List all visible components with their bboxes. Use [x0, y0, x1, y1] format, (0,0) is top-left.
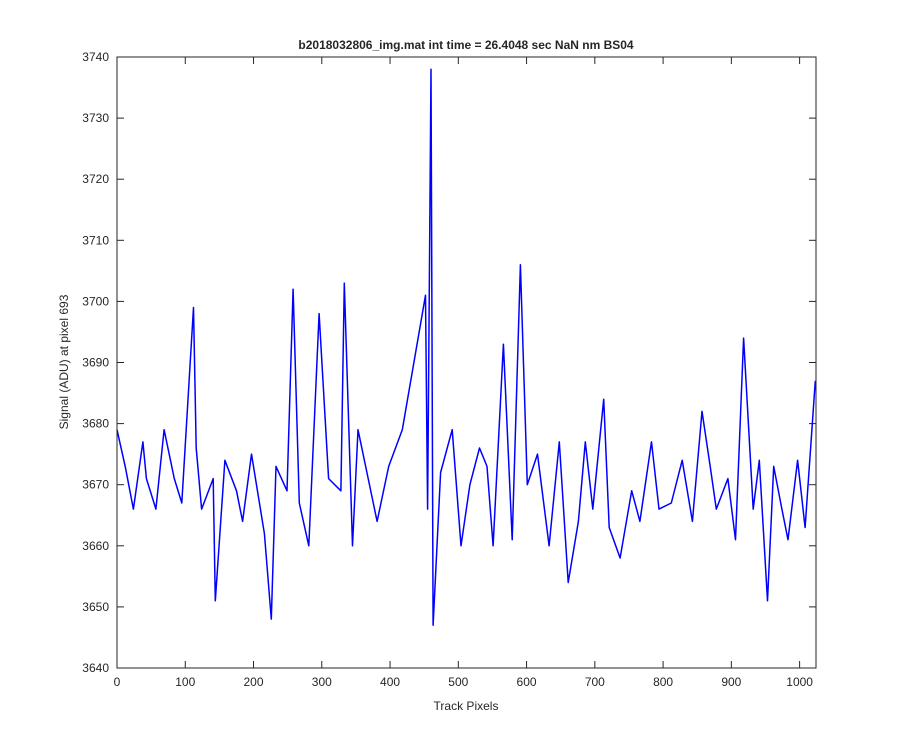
x-tick-label: 0: [114, 675, 121, 689]
x-tick-label: 400: [380, 675, 400, 689]
y-tick-label: 3660: [82, 539, 109, 553]
x-tick-label: 200: [244, 675, 264, 689]
y-axis-label: Signal (ADU) at pixel 693: [57, 294, 71, 429]
y-tick-label: 3650: [82, 600, 109, 614]
plot-area: [117, 57, 816, 668]
axes-box: [116, 56, 817, 669]
y-tick-label: 3740: [82, 50, 109, 64]
y-tick-label: 3730: [82, 111, 109, 125]
y-tick-label: 3670: [82, 478, 109, 492]
y-tick-label: 3720: [82, 172, 109, 186]
x-tick-label: 1000: [786, 675, 813, 689]
x-tick-label: 500: [448, 675, 468, 689]
y-tick-label: 3640: [82, 661, 109, 675]
x-tick-label: 100: [175, 675, 195, 689]
tick-labels: 0 100 200 300 400 500 600 700 800 900 1000 3640 3650…: [82, 50, 813, 689]
x-tick-label: 900: [721, 675, 741, 689]
y-tick-label: 3710: [82, 233, 109, 247]
x-tick-label: 800: [653, 675, 673, 689]
y-tick-label: 3680: [82, 417, 109, 431]
y-tick-label: 3690: [82, 356, 109, 370]
x-tick-label: 700: [585, 675, 605, 689]
series-group: [116, 68, 817, 626]
series-line: [116, 68, 817, 626]
x-tick-label: 600: [517, 675, 537, 689]
x-axis-label: Track Pixels: [434, 699, 499, 713]
chart-title: b2018032806_img.mat int time = 26.4048 s…: [298, 38, 634, 52]
x-tick-label: 300: [312, 675, 332, 689]
y-tick-label: 3700: [82, 294, 109, 308]
